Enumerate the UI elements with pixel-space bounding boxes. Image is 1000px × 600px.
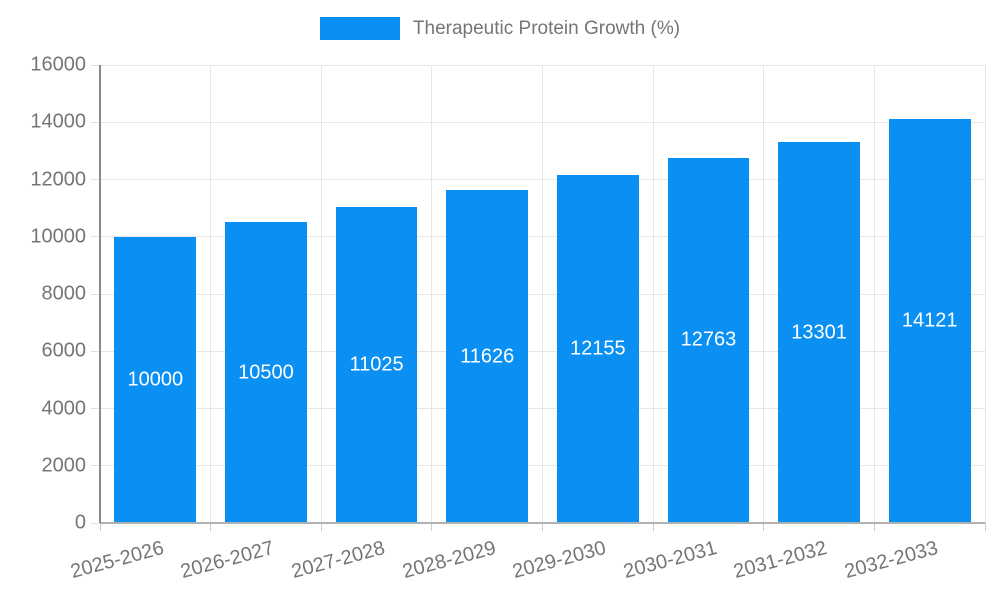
x-gridline (431, 65, 433, 523)
x-axis-tick-label: 2030-2031 (621, 537, 720, 584)
y-axis-line (99, 65, 101, 523)
x-axis-tick-label: 2026-2027 (178, 537, 277, 584)
x-axis-tick-label: 2028-2029 (399, 537, 498, 584)
legend-swatch (319, 17, 400, 40)
bar (667, 157, 750, 523)
bar-value-label: 13301 (791, 321, 847, 344)
bar (335, 207, 418, 523)
x-gridline (984, 65, 986, 523)
bar (446, 190, 529, 523)
y-axis-tick-label: 4000 (41, 397, 87, 419)
bar (225, 222, 307, 523)
x-axis-tick (210, 523, 212, 531)
y-axis-tick (91, 465, 100, 467)
bar-value-label: 11025 (349, 353, 404, 376)
x-gridline (652, 65, 654, 523)
x-gridline (763, 65, 765, 523)
x-axis-tick (431, 523, 433, 531)
y-axis-tick (91, 236, 100, 238)
y-axis-tick-label: 16000 (30, 53, 86, 76)
bar-value-label: 12763 (680, 328, 737, 351)
x-gridline (210, 65, 212, 523)
x-axis-tick-label: 2031-2032 (731, 537, 830, 584)
y-axis-tick (91, 350, 100, 352)
y-axis-tick-label: 6000 (41, 339, 87, 362)
x-axis-tick-label: 2032-2033 (842, 537, 941, 584)
bar (888, 118, 971, 523)
y-axis-tick-label: 14000 (30, 110, 86, 133)
bar-value-label: 11626 (460, 345, 515, 368)
bar-value-label: 12155 (570, 337, 626, 360)
y-axis-tick (91, 408, 100, 409)
bar-value-label: 10000 (127, 368, 184, 391)
y-axis-tick-label: 2000 (41, 454, 87, 477)
y-axis-tick-label: 12000 (30, 168, 86, 190)
x-gridline (542, 65, 543, 523)
y-axis-tick-label: 10000 (30, 225, 86, 248)
x-axis-tick (99, 523, 101, 531)
x-gridline (320, 65, 322, 523)
bar (556, 175, 639, 523)
y-axis-tick (91, 64, 100, 66)
x-axis-line (100, 522, 985, 524)
bar (778, 142, 860, 523)
x-gridline (873, 65, 875, 523)
bar-value-label: 10500 (238, 361, 294, 384)
bar-value-label: 14121 (901, 309, 958, 332)
y-axis-tick-label: 8000 (41, 282, 87, 305)
x-axis-tick-label: 2029-2030 (510, 537, 609, 584)
legend: Therapeutic Protein Growth (%) (0, 17, 1000, 40)
x-axis-tick (652, 523, 654, 531)
x-axis-tick-label: 2025-2026 (67, 537, 167, 584)
x-axis-tick (873, 523, 875, 531)
y-axis-tick (91, 293, 100, 295)
x-axis-tick (542, 523, 543, 531)
x-axis-tick (984, 523, 986, 531)
y-axis-tick-label: 0 (74, 511, 86, 534)
y-axis-tick (91, 522, 100, 524)
x-axis-tick (763, 523, 765, 531)
legend-label: Therapeutic Protein Growth (%) (412, 17, 681, 39)
y-axis-tick (91, 179, 100, 180)
y-axis-tick (91, 121, 100, 123)
x-axis-tick-label: 2027-2028 (289, 537, 388, 584)
bar (114, 236, 197, 523)
x-axis-tick (320, 523, 322, 531)
